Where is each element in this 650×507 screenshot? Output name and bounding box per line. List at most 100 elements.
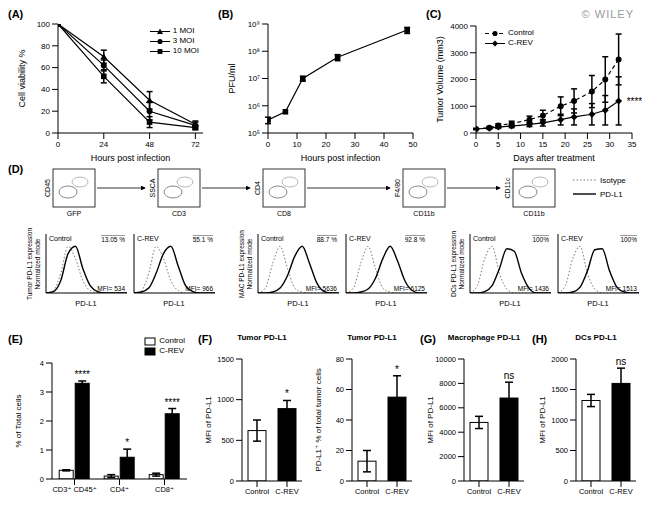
svg-text:1500: 1500 — [551, 385, 568, 394]
svg-text:24: 24 — [99, 140, 108, 149]
svg-text:0: 0 — [474, 140, 479, 149]
svg-text:2: 2 — [40, 417, 44, 426]
svg-text:10: 10 — [293, 140, 302, 149]
svg-text:8000: 8000 — [439, 379, 456, 388]
svg-text:CD4⁺: CD4⁺ — [110, 485, 129, 494]
svg-text:10: 10 — [516, 140, 525, 149]
svg-text:Tumor Volume (mm3): Tumor Volume (mm3) — [435, 36, 445, 123]
svg-text:35: 35 — [628, 140, 637, 149]
svg-text:4: 4 — [40, 359, 44, 368]
svg-text:PD-L1: PD-L1 — [75, 299, 96, 308]
svg-text:CD8⁺: CD8⁺ — [155, 485, 174, 494]
svg-text:80: 80 — [41, 42, 50, 51]
svg-text:CD4: CD4 — [254, 181, 261, 195]
svg-text:0: 0 — [56, 140, 61, 149]
svg-text:2000: 2000 — [450, 75, 468, 84]
svg-text:GFP: GFP — [67, 210, 82, 217]
svg-text:PD-L1: PD-L1 — [587, 299, 608, 308]
svg-text:10⁸: 10⁸ — [248, 47, 260, 56]
svg-text:4000: 4000 — [450, 22, 468, 31]
svg-text:48: 48 — [145, 140, 154, 149]
svg-text:*: * — [395, 364, 399, 375]
svg-text:MFI of PD-L1: MFI of PD-L1 — [538, 396, 547, 444]
svg-text:****: **** — [74, 369, 90, 380]
svg-text:CD8: CD8 — [277, 210, 291, 217]
svg-text:C-REV: C-REV — [609, 487, 632, 496]
svg-text:500: 500 — [221, 436, 234, 445]
svg-text:PD-L1: PD-L1 — [499, 299, 520, 308]
svg-text:CD11b: CD11b — [523, 210, 544, 217]
svg-text:CD11b: CD11b — [413, 210, 434, 217]
svg-text:Tumor PD-L1 expression: Tumor PD-L1 expression — [26, 228, 34, 300]
svg-text:PD-L1: PD-L1 — [375, 299, 396, 308]
svg-text:15: 15 — [538, 140, 547, 149]
svg-text:CD11c: CD11c — [504, 177, 511, 198]
svg-text:1000: 1000 — [450, 102, 468, 111]
svg-text:Normalized mode: Normalized mode — [458, 238, 465, 289]
svg-text:Normalized mode: Normalized mode — [34, 238, 41, 289]
svg-text:PD-L1: PD-L1 — [287, 299, 308, 308]
svg-text:5: 5 — [496, 140, 501, 149]
svg-text:2000: 2000 — [551, 355, 568, 364]
svg-text:ns: ns — [504, 370, 515, 381]
svg-text:MFI of PD-L1: MFI of PD-L1 — [426, 396, 435, 444]
svg-text:20: 20 — [322, 140, 331, 149]
svg-text:0: 0 — [452, 477, 456, 486]
svg-text:Control: Control — [355, 487, 380, 496]
svg-text:0: 0 — [464, 129, 469, 138]
svg-text:40: 40 — [41, 85, 50, 94]
svg-text:****: **** — [164, 397, 180, 408]
svg-text:PD-L1⁺ % of total tumor cells: PD-L1⁺ % of total tumor cells — [314, 368, 323, 471]
svg-text:10⁶: 10⁶ — [248, 102, 260, 111]
svg-text:CD3: CD3 — [172, 210, 186, 217]
svg-text:Normalized mode: Normalized mode — [246, 238, 253, 289]
svg-text:PFU/ml: PFU/ml — [227, 64, 237, 94]
svg-text:4000: 4000 — [439, 428, 456, 437]
svg-text:2000: 2000 — [439, 452, 456, 461]
svg-text:3000: 3000 — [450, 49, 468, 58]
svg-text:0: 0 — [230, 477, 234, 486]
svg-text:0: 0 — [266, 140, 271, 149]
svg-text:0: 0 — [564, 477, 568, 486]
svg-text:3: 3 — [40, 388, 44, 397]
svg-text:****: **** — [627, 96, 642, 107]
svg-text:10⁵: 10⁵ — [248, 129, 260, 138]
svg-text:0: 0 — [40, 475, 44, 484]
svg-text:60: 60 — [41, 63, 50, 72]
svg-text:30: 30 — [605, 140, 614, 149]
svg-text:80: 80 — [336, 355, 344, 364]
svg-text:CD45: CD45 — [44, 179, 51, 197]
svg-text:Cell viability %: Cell viability % — [17, 49, 27, 107]
svg-text:0: 0 — [340, 477, 344, 486]
svg-text:1000: 1000 — [551, 416, 568, 425]
svg-text:20: 20 — [561, 140, 570, 149]
svg-text:10⁹: 10⁹ — [248, 20, 260, 29]
svg-text:Isotype: Isotype — [600, 176, 626, 185]
svg-text:*: * — [125, 437, 129, 448]
svg-text:20: 20 — [336, 446, 344, 455]
svg-text:Hours post infection: Hours post infection — [301, 153, 381, 163]
svg-text:40: 40 — [380, 140, 389, 149]
svg-text:Control: Control — [245, 487, 270, 496]
svg-text:30: 30 — [351, 140, 360, 149]
svg-text:60: 60 — [336, 385, 344, 394]
svg-text:100: 100 — [37, 20, 51, 29]
svg-text:CD3⁺ CD45⁺: CD3⁺ CD45⁺ — [52, 485, 96, 494]
svg-text:MAC PD-L1 expression: MAC PD-L1 expression — [238, 230, 246, 298]
svg-text:Control: Control — [579, 487, 604, 496]
svg-text:PD-L1: PD-L1 — [600, 190, 623, 199]
svg-text:50: 50 — [409, 140, 418, 149]
svg-text:20: 20 — [41, 107, 50, 116]
svg-text:25: 25 — [583, 140, 592, 149]
svg-text:% of Total cells: % of Total cells — [14, 394, 23, 447]
svg-text:500: 500 — [555, 446, 568, 455]
svg-text:ns: ns — [616, 359, 627, 367]
svg-text:C-REV: C-REV — [385, 487, 408, 496]
svg-text:C-REV: C-REV — [497, 487, 520, 496]
svg-text:MFI of PD-L1: MFI of PD-L1 — [204, 396, 213, 444]
svg-text:72: 72 — [191, 140, 200, 149]
svg-text:1500: 1500 — [217, 355, 234, 364]
svg-text:0: 0 — [46, 129, 51, 138]
svg-text:10000: 10000 — [435, 355, 456, 364]
svg-text:SSCA: SSCA — [149, 178, 156, 197]
